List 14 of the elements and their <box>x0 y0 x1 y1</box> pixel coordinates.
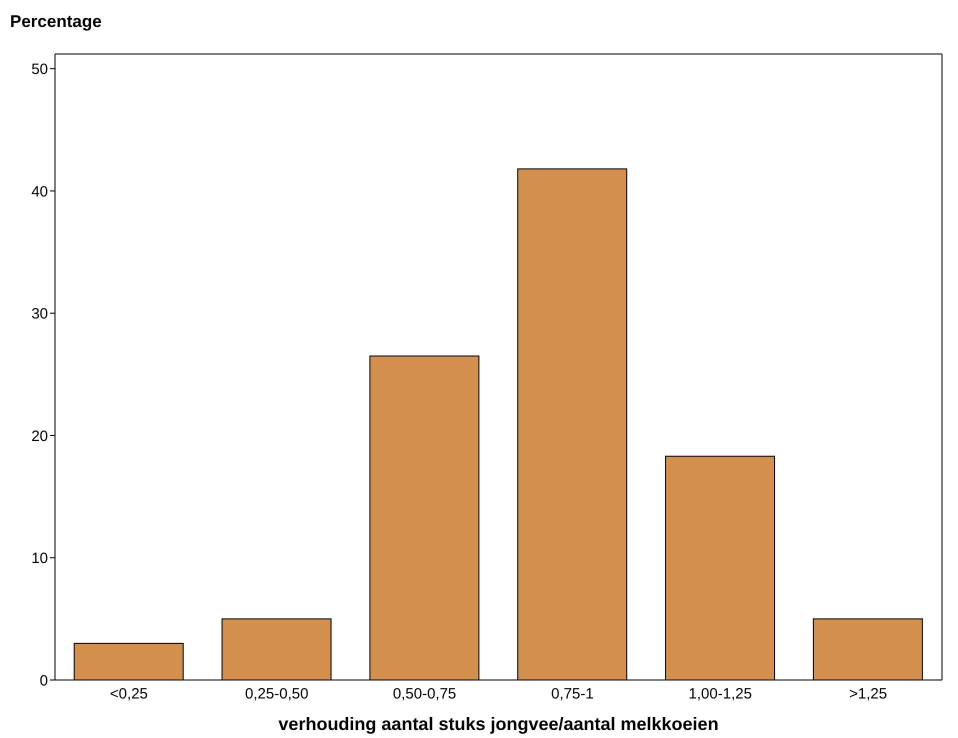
x-tick-label: 0,75-1 <box>551 686 594 703</box>
y-tick-label: 40 <box>31 183 48 200</box>
y-tick-label: 10 <box>31 550 48 568</box>
y-axis-title: Percentage <box>9 11 103 33</box>
y-tick-label: 20 <box>31 428 48 445</box>
x-tick-label: 0,50-0,75 <box>392 686 456 703</box>
x-tick-label: <0,25 <box>110 686 148 703</box>
x-tick-label: 0,25-0,50 <box>245 686 308 703</box>
y-tick-label: 50 <box>31 60 48 78</box>
y-tick-label: 30 <box>31 306 48 323</box>
y-tick-label: 0 <box>40 672 48 690</box>
x-axis-title: verhouding aantal stuks jongvee/aantal melkkoeien <box>278 714 719 734</box>
x-tick-label: >1,25 <box>849 686 888 703</box>
x-tick-label: 1,00-1,25 <box>688 686 752 703</box>
